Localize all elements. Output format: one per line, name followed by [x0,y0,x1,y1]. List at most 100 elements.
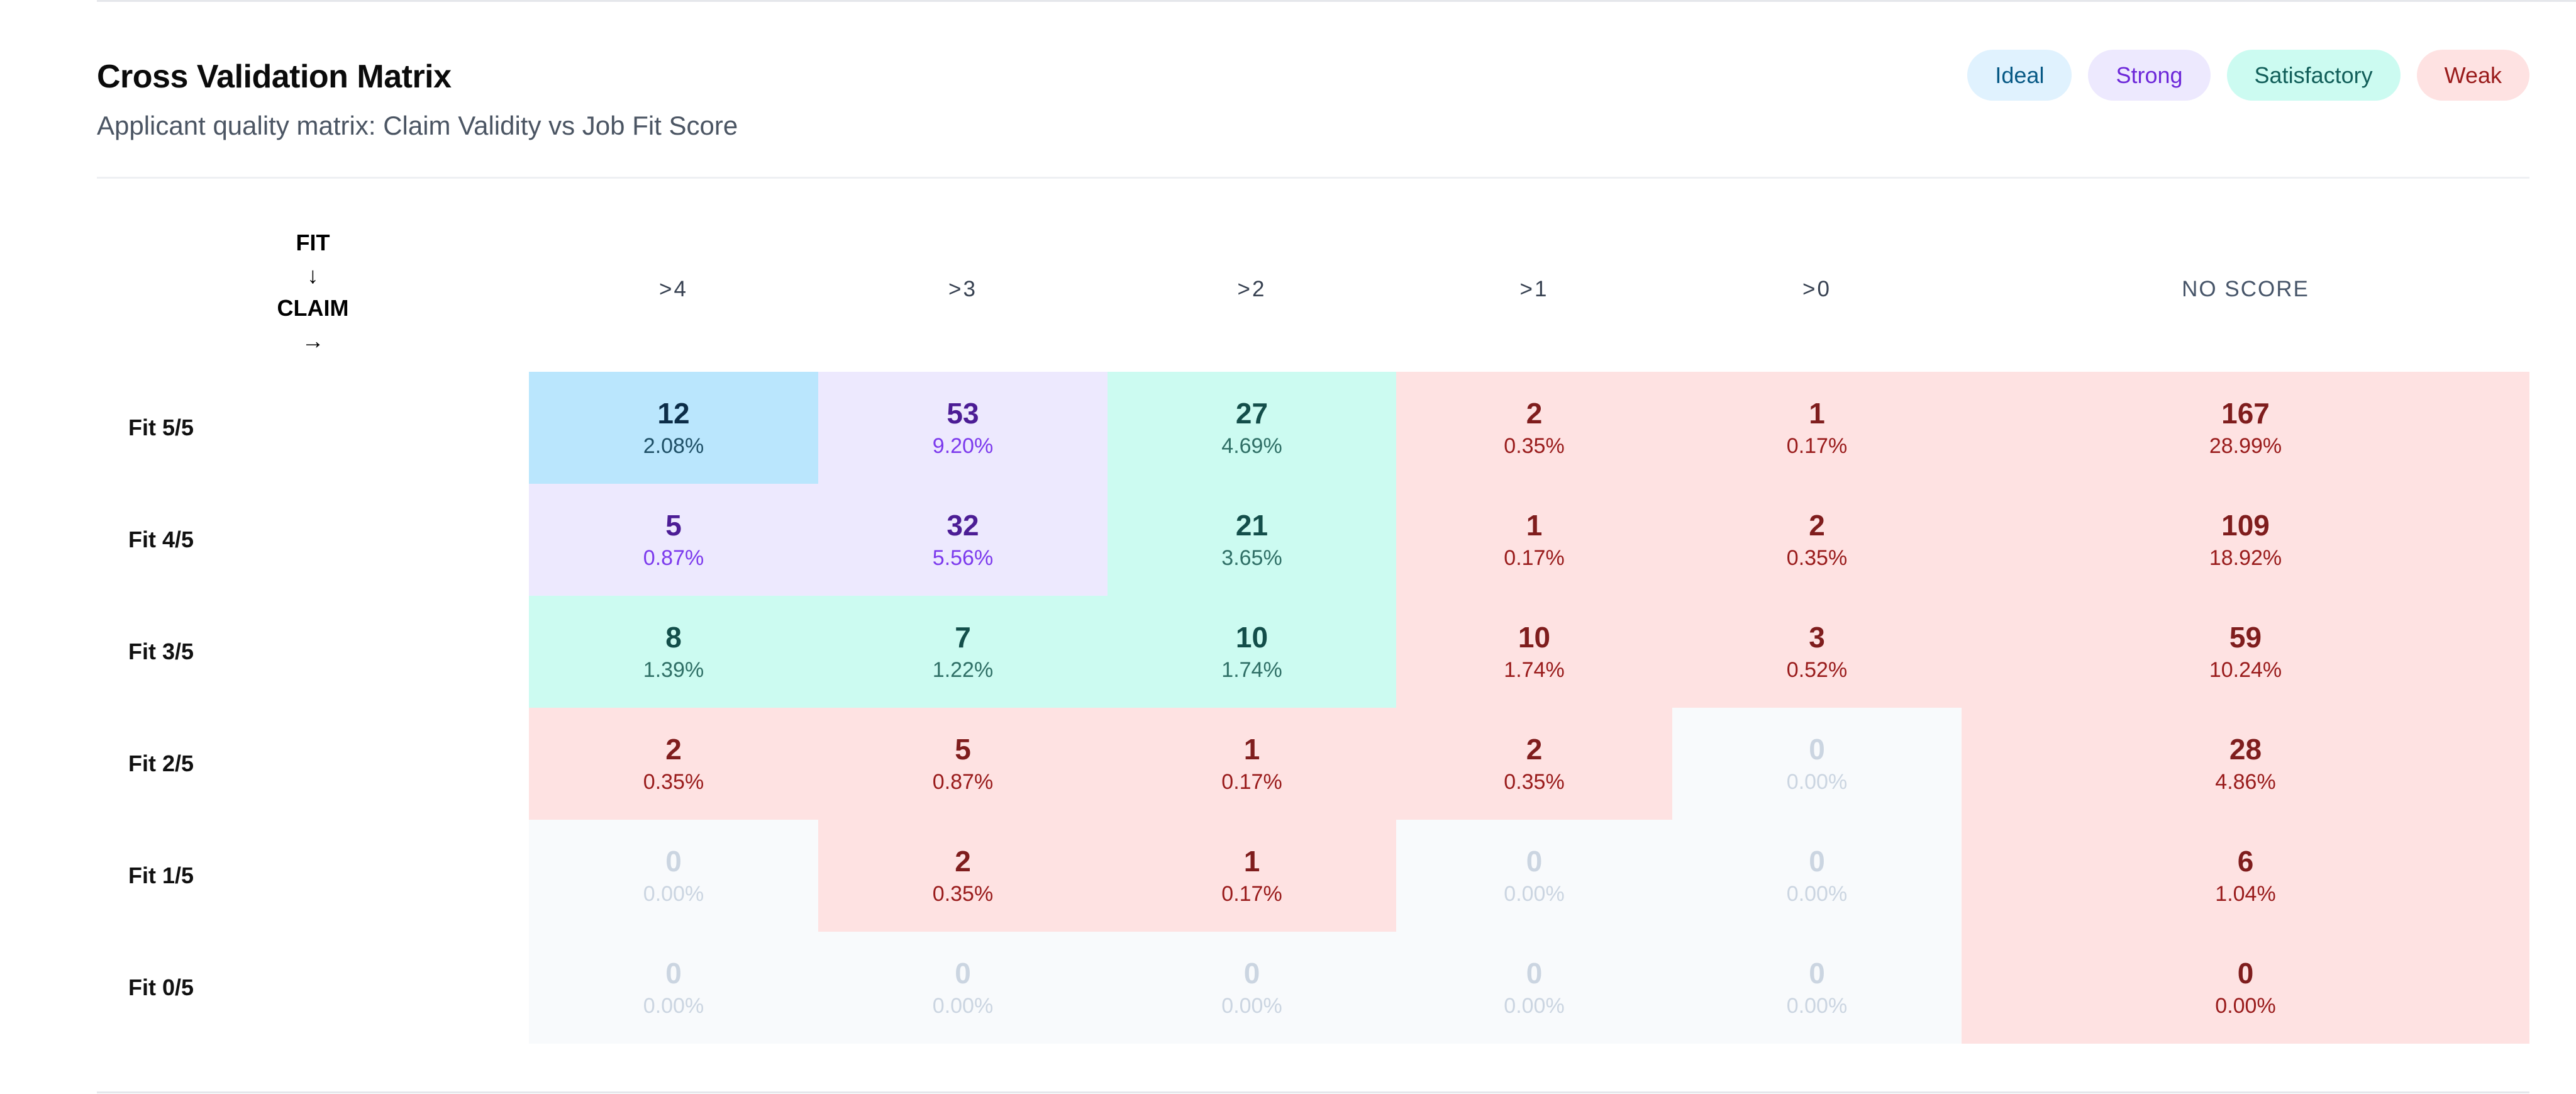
cell-percent: 0.35% [1504,770,1565,794]
cell-count: 0 [955,957,971,990]
cell-percent: 0.17% [1221,770,1282,794]
matrix-cell-satisfactory[interactable]: 21 3.65% [1108,484,1396,596]
cell-percent: 0.35% [643,770,704,794]
matrix-cell-weak[interactable]: 3 0.52% [1672,596,1962,708]
header-divider [97,177,2529,179]
matrix-cell-weak[interactable]: 59 10.24% [1962,596,2529,708]
cell-percent: 0.35% [1504,434,1565,458]
cell-count: 10 [1235,621,1269,654]
right-arrow-icon: → [301,328,325,354]
cell-count: 0 [665,957,682,990]
cell-percent: 0.00% [1504,994,1565,1018]
column-header: >1 [1519,277,1549,301]
row-label: Fit 3/5 [128,639,194,664]
cell-count: 0 [1809,733,1825,766]
matrix-cell-satisfactory[interactable]: 10 1.74% [1108,596,1396,708]
top-border [97,0,2576,2]
matrix-cell-weak[interactable]: 2 0.35% [529,708,818,820]
matrix-cell-weak[interactable]: 6 1.04% [1962,820,2529,932]
matrix-cell-strong[interactable]: 32 5.56% [818,484,1108,596]
cell-percent: 0.17% [1504,546,1565,570]
matrix-cell-empty[interactable]: 0 0.00% [1672,708,1962,820]
matrix-cell-weak[interactable]: 109 18.92% [1962,484,2529,596]
cell-count: 53 [947,397,979,430]
down-arrow-icon: ↓ [307,262,319,288]
cell-count: 0 [2237,957,2254,990]
matrix-cell-weak[interactable]: 2 0.35% [1396,708,1672,820]
fit-label: FIT [296,230,330,255]
matrix-cell-weak[interactable]: 28 4.86% [1962,708,2529,820]
cell-count: 0 [1526,957,1543,990]
cell-percent: 0.00% [1786,882,1848,906]
matrix-cell-weak[interactable]: 2 0.35% [1672,484,1962,596]
row-label: Fit 0/5 [128,974,194,1000]
cell-percent: 0.87% [932,770,994,794]
matrix-cell-strong[interactable]: 53 9.20% [818,372,1108,484]
matrix-cell-weak[interactable]: 2 0.35% [818,820,1108,932]
matrix-cell-empty[interactable]: 0 0.00% [529,932,818,1044]
matrix-cell-weak[interactable]: 0 0.00% [1962,932,2529,1044]
cell-percent: 0.00% [643,882,704,906]
row-label: Fit 4/5 [128,527,194,552]
cell-count: 2 [1809,509,1825,542]
cell-percent: 0.00% [1221,994,1282,1018]
matrix-cell-empty[interactable]: 0 0.00% [529,820,818,932]
matrix-cell-weak[interactable]: 10 1.74% [1396,596,1672,708]
cell-count: 167 [2221,397,2270,430]
cell-count: 1 [1809,397,1825,430]
column-header: NO SCORE [2182,277,2309,301]
cell-count: 1 [1243,845,1260,878]
cell-percent: 0.17% [1221,882,1282,906]
matrix-cell-weak[interactable]: 1 0.17% [1396,484,1672,596]
page-subtitle: Applicant quality matrix: Claim Validity… [97,111,738,140]
cell-percent: 1.39% [643,658,704,682]
cell-count: 8 [665,621,682,654]
cell-count: 2 [955,845,971,878]
cell-count: 28 [2229,733,2262,766]
column-header: >4 [659,277,688,301]
cell-count: 59 [2229,621,2262,654]
matrix-cell-satisfactory[interactable]: 27 4.69% [1108,372,1396,484]
matrix-cell-empty[interactable]: 0 0.00% [1672,932,1962,1044]
cell-percent: 0.87% [643,546,704,570]
matrix-cell-weak[interactable]: 2 0.35% [1396,372,1672,484]
cell-count: 0 [1526,845,1543,878]
cell-count: 10 [1518,621,1551,654]
cell-count: 1 [1526,509,1543,542]
cell-count: 7 [955,621,971,654]
cell-count: 0 [665,845,682,878]
cell-percent: 10.24% [2209,658,2282,682]
matrix-cell-empty[interactable]: 0 0.00% [1672,820,1962,932]
matrix-cell-ideal[interactable]: 12 2.08% [529,372,818,484]
cell-count: 0 [1809,845,1825,878]
matrix-cell-weak[interactable]: 5 0.87% [818,708,1108,820]
cell-percent: 0.52% [1786,658,1848,682]
legend-strong: Strong [2088,50,2211,101]
cell-count: 0 [1243,957,1260,990]
cell-percent: 0.17% [1786,434,1848,458]
row-label: Fit 1/5 [128,862,194,888]
matrix-cell-weak[interactable]: 167 28.99% [1962,372,2529,484]
matrix-cell-weak[interactable]: 1 0.17% [1108,708,1396,820]
matrix-cell-empty[interactable]: 0 0.00% [1108,932,1396,1044]
cell-percent: 0.35% [1786,546,1848,570]
matrix-cell-weak[interactable]: 1 0.17% [1672,372,1962,484]
matrix-cell-empty[interactable]: 0 0.00% [818,932,1108,1044]
matrix-cell-empty[interactable]: 0 0.00% [1396,932,1672,1044]
cell-percent: 5.56% [932,546,994,570]
matrix-cell-empty[interactable]: 0 0.00% [1396,820,1672,932]
cell-percent: 28.99% [2209,434,2282,458]
matrix-cell-strong[interactable]: 5 0.87% [529,484,818,596]
bottom-border [97,1091,2529,1093]
cell-count: 32 [947,509,979,542]
cell-count: 21 [1235,509,1269,542]
cell-percent: 4.86% [2215,770,2276,794]
matrix-cell-satisfactory[interactable]: 8 1.39% [529,596,818,708]
matrix-cell-weak[interactable]: 1 0.17% [1108,820,1396,932]
cell-percent: 0.00% [643,994,704,1018]
cell-percent: 0.35% [932,882,994,906]
cell-percent: 0.00% [2215,994,2276,1018]
matrix-cell-satisfactory[interactable]: 7 1.22% [818,596,1108,708]
cell-percent: 1.74% [1504,658,1565,682]
cell-count: 27 [1235,397,1269,430]
